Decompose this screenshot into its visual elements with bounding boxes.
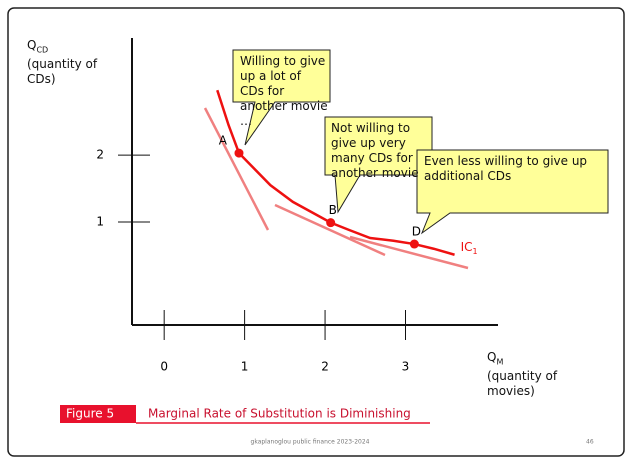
y-sub: CD bbox=[36, 45, 49, 55]
y-tick-label: 2 bbox=[96, 148, 104, 162]
point-label: A bbox=[219, 134, 228, 148]
series-label: IC1 bbox=[461, 239, 478, 255]
point bbox=[234, 148, 244, 158]
figure-number: Figure 5 bbox=[66, 407, 114, 421]
tangent-d bbox=[349, 235, 469, 270]
x-tick-label: 3 bbox=[402, 360, 410, 374]
callout-shape bbox=[324, 116, 433, 214]
point bbox=[326, 218, 336, 228]
callout: Even less willing to give up additional … bbox=[424, 154, 588, 183]
footer: gkaplanoglou public finance 2023-2024 bbox=[251, 439, 370, 446]
callout-shape bbox=[416, 149, 609, 235]
page-number: 46 bbox=[586, 439, 594, 446]
callout-shape bbox=[232, 49, 331, 146]
callout: Not willing to give up very many CDs for… bbox=[331, 121, 419, 180]
x-tick-label: 1 bbox=[241, 360, 249, 374]
y-symbol: Q bbox=[27, 38, 37, 52]
figure-badge bbox=[60, 405, 136, 423]
x-tick-label: 2 bbox=[321, 360, 329, 374]
y-axis-label: QCD (quantity of CDs) bbox=[27, 38, 107, 87]
x-symbol: Q bbox=[487, 350, 497, 364]
x-axis-label: QM (quantity of movies) bbox=[487, 350, 573, 399]
y-tick-label: 1 bbox=[96, 214, 104, 228]
x-text: (quantity of movies) bbox=[487, 369, 558, 399]
point-label: D bbox=[412, 225, 421, 239]
callout: Willing to give up a lot of CDs for anot… bbox=[240, 54, 328, 128]
slide-border bbox=[7, 7, 625, 457]
tangent-b bbox=[274, 203, 386, 257]
x-sub: M bbox=[496, 357, 504, 367]
point-label: B bbox=[329, 203, 337, 217]
series-sub: 1 bbox=[472, 246, 477, 255]
tangent-a bbox=[203, 107, 270, 231]
figure-caption: Marginal Rate of Substitution is Diminis… bbox=[148, 407, 411, 421]
y-text: (quantity of CDs) bbox=[27, 57, 98, 87]
point bbox=[409, 239, 419, 249]
x-tick-label: 0 bbox=[160, 360, 168, 374]
series-name: IC bbox=[461, 239, 473, 253]
